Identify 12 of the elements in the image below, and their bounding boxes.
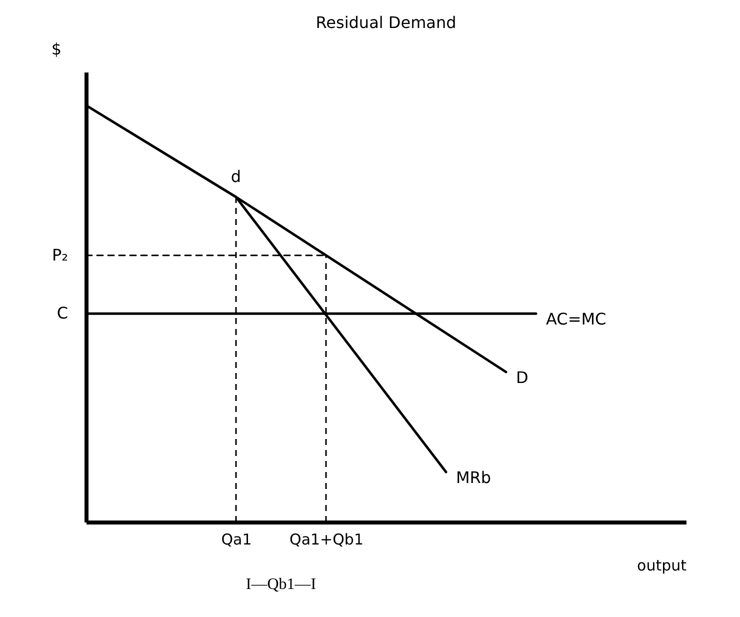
text: P₂ (52, 245, 68, 264)
series-label: MRb (456, 468, 492, 487)
text: C (56, 304, 68, 323)
text: I—Qb1—I (246, 576, 316, 593)
y-axis-title: $ (51, 40, 62, 58)
x-tick-label: Qa1+Qb1 (290, 530, 364, 548)
annotation: d (230, 167, 242, 186)
series-label: D (516, 368, 528, 387)
chart-title: Residual Demand (316, 13, 456, 32)
series-label: AC=MC (546, 310, 606, 329)
x-axis-title: output (637, 556, 687, 574)
x-tick-label: Qa1 (221, 530, 252, 548)
